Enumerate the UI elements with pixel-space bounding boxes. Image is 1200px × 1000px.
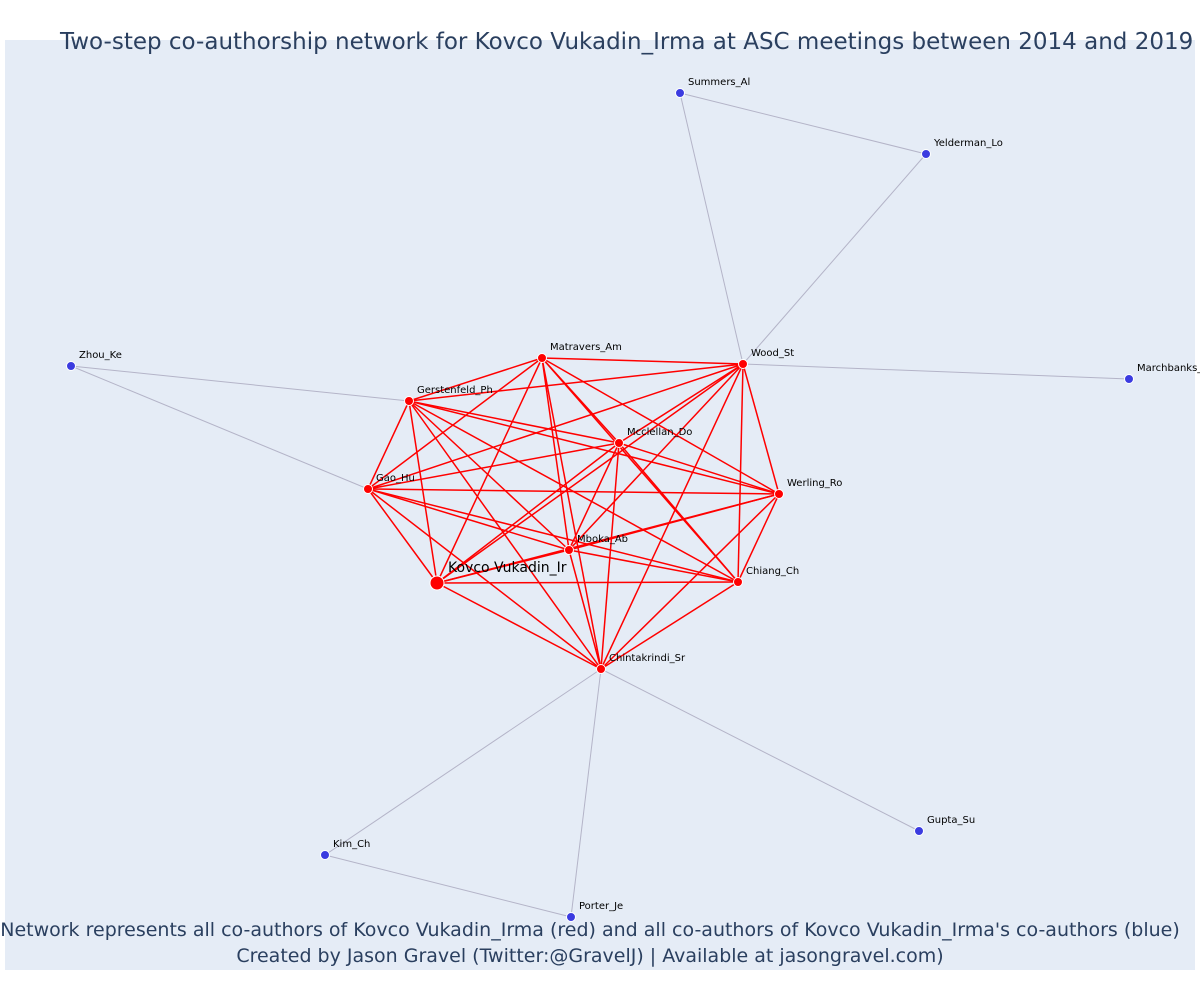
node-wood[interactable] bbox=[738, 359, 748, 369]
node-label-mboka: Mboka_Ab bbox=[577, 534, 628, 545]
edge-werling-chintakrindi bbox=[600, 493, 780, 670]
node-label-yelderman: Yelderman_Lo bbox=[933, 138, 1003, 149]
edge-mcclellan-gao bbox=[367, 442, 620, 490]
node-label-matravers: Matravers_Am bbox=[550, 342, 622, 353]
edge-wood-marchbanks bbox=[742, 363, 1130, 380]
node-mcclellan[interactable] bbox=[614, 438, 624, 448]
edge-chintakrindi-gupta bbox=[600, 668, 920, 832]
node-matravers[interactable] bbox=[537, 353, 547, 363]
edge-mcclellan-werling bbox=[618, 442, 780, 495]
node-label-marchbanks: Marchbanks_ bbox=[1137, 363, 1200, 374]
edge-summers-yelderman bbox=[679, 92, 927, 155]
node-label-zhou: Zhou_Ke bbox=[79, 350, 122, 361]
network-nodes bbox=[66, 88, 1134, 922]
node-gao[interactable] bbox=[363, 484, 373, 494]
direct-edges bbox=[367, 357, 780, 670]
edge-matravers-gerstenfeld bbox=[408, 357, 543, 402]
edge-gao-mboka bbox=[367, 488, 570, 551]
second-step-edges bbox=[70, 92, 1130, 918]
node-label-gerstenfeld: Gerstenfeld_Ph bbox=[417, 385, 493, 396]
node-gerstenfeld[interactable] bbox=[404, 396, 414, 406]
edge-ego-chintakrindi bbox=[436, 582, 602, 670]
plot-area bbox=[5, 40, 1195, 970]
edge-zhou-gao bbox=[70, 365, 369, 490]
node-werling[interactable] bbox=[774, 489, 784, 499]
edge-ego-wood bbox=[436, 363, 744, 584]
node-gupta[interactable] bbox=[914, 826, 924, 836]
edge-wood-werling bbox=[742, 363, 780, 495]
node-label-gao: Gao_Hu bbox=[376, 473, 415, 484]
node-label-chiang: Chiang_Ch bbox=[746, 566, 799, 577]
node-label-ego: Kovco Vukadin_Ir bbox=[448, 560, 567, 576]
node-label-porter: Porter_Je bbox=[579, 901, 623, 912]
edge-summers-wood bbox=[679, 92, 744, 365]
edge-gerstenfeld-chintakrindi bbox=[408, 400, 602, 670]
node-label-wood: Wood_St bbox=[751, 348, 794, 359]
edge-chintakrindi-porter bbox=[570, 668, 602, 918]
edge-gerstenfeld-mboka bbox=[408, 400, 570, 551]
node-label-chintakrindi: Chintakrindi_Sr bbox=[609, 653, 686, 664]
edge-mcclellan-chintakrindi bbox=[600, 442, 620, 670]
caption-line-1: Network represents all co-authors of Kov… bbox=[0, 919, 1180, 941]
node-zhou[interactable] bbox=[66, 361, 76, 371]
edge-mcclellan-mboka bbox=[568, 442, 620, 551]
edge-zhou-gerstenfeld bbox=[70, 365, 410, 402]
edge-wood-chiang bbox=[737, 363, 744, 583]
edge-chiang-chintakrindi bbox=[600, 581, 739, 670]
edge-chintakrindi-kim bbox=[324, 668, 602, 856]
edge-wood-chintakrindi bbox=[600, 363, 744, 670]
edge-mboka-chiang bbox=[568, 549, 739, 583]
node-ego[interactable] bbox=[429, 575, 445, 591]
edge-gao-chintakrindi bbox=[367, 488, 602, 670]
node-chiang[interactable] bbox=[733, 577, 743, 587]
node-yelderman[interactable] bbox=[921, 149, 931, 159]
node-kim[interactable] bbox=[320, 850, 330, 860]
caption-line-2: Created by Jason Gravel (Twitter:@Gravel… bbox=[236, 945, 944, 967]
edge-matravers-chintakrindi bbox=[541, 357, 602, 670]
node-mboka[interactable] bbox=[564, 545, 574, 555]
node-label-kim: Kim_Ch bbox=[333, 839, 370, 850]
node-porter[interactable] bbox=[566, 912, 576, 922]
edge-ego-mcclellan bbox=[436, 442, 620, 584]
node-label-mcclellan: Mcclellan_Do bbox=[627, 427, 692, 438]
edge-ego-gerstenfeld bbox=[408, 400, 438, 584]
edge-wood-mboka bbox=[568, 363, 744, 551]
edge-gao-chiang bbox=[367, 488, 739, 583]
edge-matravers-werling bbox=[541, 357, 780, 495]
edge-yelderman-wood bbox=[742, 153, 927, 365]
figure-title: Two-step co-authorship network for Kovco… bbox=[60, 29, 1194, 55]
node-label-summers: Summers_Al bbox=[688, 77, 750, 88]
edge-gao-werling bbox=[367, 488, 780, 495]
edge-werling-mboka bbox=[568, 493, 780, 551]
node-labels: Kovco Vukadin_Ir Matravers_Am Wood_St Gerst… bbox=[79, 77, 1200, 912]
node-label-werling: Werling_Ro bbox=[787, 478, 842, 489]
edge-ego-chiang bbox=[436, 581, 739, 584]
node-label-gupta: Gupta_Su bbox=[927, 815, 975, 826]
edge-wood-gerstenfeld bbox=[408, 363, 744, 402]
node-chintakrindi[interactable] bbox=[596, 664, 606, 674]
edge-ego-matravers bbox=[436, 357, 543, 584]
edge-werling-chiang bbox=[737, 493, 780, 583]
edge-gerstenfeld-mcclellan bbox=[408, 400, 620, 444]
node-marchbanks[interactable] bbox=[1124, 374, 1134, 384]
node-summers[interactable] bbox=[675, 88, 685, 98]
edge-mboka-chintakrindi bbox=[568, 549, 602, 670]
edge-matravers-wood bbox=[541, 357, 744, 365]
edge-matravers-gao bbox=[367, 357, 543, 490]
edge-wood-gao bbox=[367, 363, 744, 490]
edge-gerstenfeld-gao bbox=[367, 400, 410, 490]
edge-mcclellan-chiang bbox=[618, 442, 739, 583]
edge-wood-mcclellan bbox=[618, 363, 744, 444]
edge-kim-porter bbox=[324, 854, 572, 918]
edge-ego-mboka bbox=[436, 549, 570, 584]
edge-ego-gao bbox=[367, 488, 438, 584]
